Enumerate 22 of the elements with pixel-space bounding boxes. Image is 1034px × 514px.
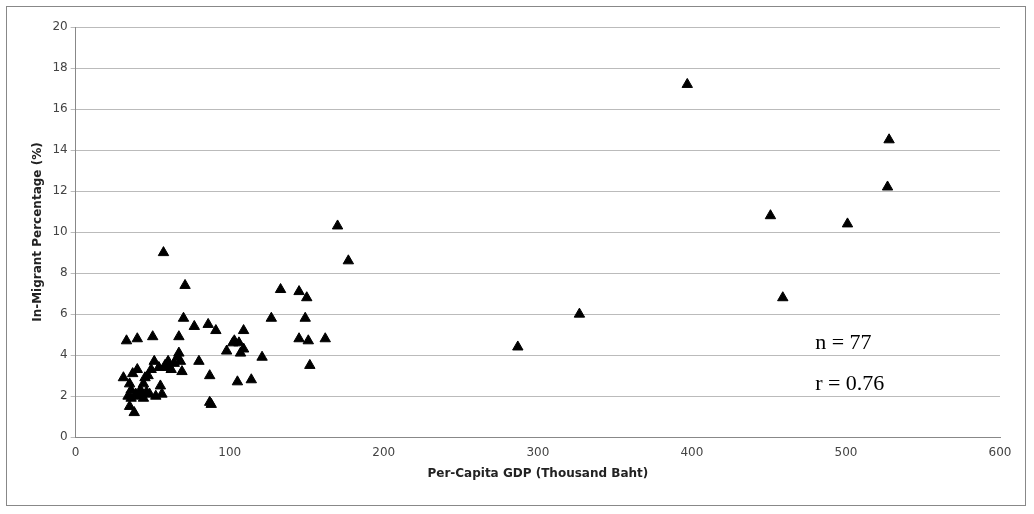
x-tick-label: 400 <box>680 444 704 459</box>
y-tick-label: 18 <box>52 60 68 75</box>
y-tick-label: 16 <box>52 101 68 116</box>
x-tick-label: 600 <box>988 444 1012 459</box>
y-tick-label: 2 <box>60 388 68 403</box>
x-tick-label: 500 <box>834 444 858 459</box>
x-tick-label: 300 <box>526 444 550 459</box>
x-tick-label: 100 <box>218 444 242 459</box>
y-tick-label: 8 <box>60 265 68 280</box>
y-tick-label: 6 <box>60 306 68 321</box>
y-tick-label: 4 <box>60 347 68 362</box>
y-tick-label: 20 <box>52 19 68 34</box>
annotation: n = 77 <box>815 328 872 354</box>
y-tick-label: 12 <box>52 183 68 198</box>
x-axis-title: Per-Capita GDP (Thousand Baht) <box>427 465 649 480</box>
y-axis-title: In-Migrant Percentage (%) <box>30 142 45 322</box>
y-tick-label: 0 <box>60 429 68 444</box>
y-tick-label: 10 <box>52 224 68 239</box>
y-tick-label: 14 <box>52 142 68 157</box>
x-tick-label: 0 <box>71 444 80 459</box>
annotation: r = 0.76 <box>815 369 885 395</box>
x-tick-label: 200 <box>372 444 396 459</box>
